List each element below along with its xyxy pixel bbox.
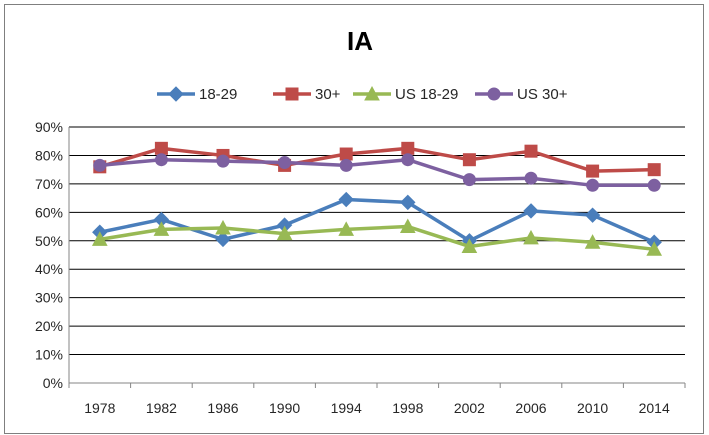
- data-point: [524, 144, 538, 158]
- data-point: [523, 229, 539, 245]
- x-tick-label: 1982: [146, 400, 177, 416]
- chart-title: IA: [347, 26, 373, 56]
- y-tick-label: 60%: [35, 204, 63, 220]
- x-tick-label: 1978: [84, 400, 115, 416]
- data-point: [278, 156, 292, 170]
- data-point: [401, 141, 415, 155]
- x-tick-label: 1994: [331, 400, 362, 416]
- data-point: [338, 221, 355, 236]
- series-line: [99, 146, 655, 173]
- y-tick-label: 50%: [35, 233, 63, 249]
- data-point: [338, 191, 354, 208]
- legend: 18-29 30+ US 18-29 US 30+: [157, 85, 568, 103]
- data-point: [586, 178, 600, 192]
- x-tick-label: 2006: [515, 400, 546, 416]
- x-tick-label: 2010: [577, 400, 608, 416]
- y-tick-label: 20%: [35, 318, 63, 334]
- series-group: [91, 141, 663, 256]
- data-point: [462, 153, 476, 167]
- data-point: [339, 158, 353, 172]
- data-point: [215, 231, 231, 248]
- series-line: [99, 197, 655, 244]
- legend-label: 18-29: [199, 86, 237, 103]
- line-chart: IA 18-29 30+ US 18-29 US 30+ 0% 10% 20% 30% 40%…: [35, 26, 686, 416]
- legend-label: US 30+: [517, 86, 568, 103]
- x-tick-label: 1986: [207, 400, 238, 416]
- data-point: [154, 153, 168, 167]
- legend-item: US 18-29: [353, 85, 458, 103]
- data-point: [461, 238, 478, 253]
- data-point: [399, 218, 416, 234]
- series-line: [99, 224, 655, 252]
- data-point: [91, 231, 108, 246]
- chart-frame: IA 18-29 30+ US 18-29 US 30+ 0% 10% 20% 30% 40%…: [4, 4, 704, 434]
- data-point: [400, 194, 416, 211]
- series-us-30-: [93, 153, 661, 192]
- data-point: [276, 225, 293, 241]
- legend-item: 18-29: [157, 86, 237, 103]
- data-point: [339, 147, 353, 161]
- y-tick-label: 30%: [35, 290, 63, 306]
- legend-marker: [487, 87, 501, 101]
- legend-label: 30+: [315, 86, 341, 103]
- data-point: [154, 141, 168, 155]
- legend-label: US 18-29: [395, 86, 458, 103]
- data-point: [401, 153, 415, 167]
- data-point: [93, 158, 107, 172]
- x-tick-label: 2002: [454, 400, 485, 416]
- data-point: [215, 219, 231, 235]
- x-tick-label: 1990: [269, 400, 300, 416]
- x-tick-label: 2014: [639, 400, 670, 416]
- data-point: [153, 221, 170, 236]
- data-point: [462, 173, 476, 187]
- y-axis-ticks: 0% 10% 20% 30% 40% 50% 60% 70% 80% 90%: [35, 119, 63, 391]
- data-point: [216, 154, 230, 168]
- series-line: [99, 157, 655, 188]
- x-tick-label: 1998: [392, 400, 423, 416]
- y-tick-label: 10%: [35, 347, 63, 363]
- data-point: [586, 164, 600, 178]
- legend-marker: [168, 86, 184, 102]
- y-tick-label: 70%: [35, 176, 63, 192]
- data-point: [647, 163, 661, 177]
- data-point: [584, 207, 601, 223]
- legend-item: 30+: [273, 86, 341, 103]
- legend-item: US 30+: [475, 86, 568, 103]
- data-point: [584, 234, 601, 249]
- data-point: [524, 171, 538, 185]
- data-point: [523, 203, 539, 219]
- data-point: [647, 178, 661, 192]
- y-tick-label: 40%: [35, 261, 63, 277]
- legend-marker: [364, 85, 380, 101]
- y-tick-label: 0%: [43, 375, 63, 391]
- y-tick-label: 80%: [35, 147, 63, 163]
- y-tick-label: 90%: [35, 119, 63, 135]
- data-point: [646, 241, 663, 256]
- x-axis-ticks: 1978 1982 1986 1990 1994 1998 2002 2006 2010 2014: [68, 383, 686, 416]
- legend-marker: [285, 87, 299, 101]
- series-us-18-29: [91, 218, 663, 256]
